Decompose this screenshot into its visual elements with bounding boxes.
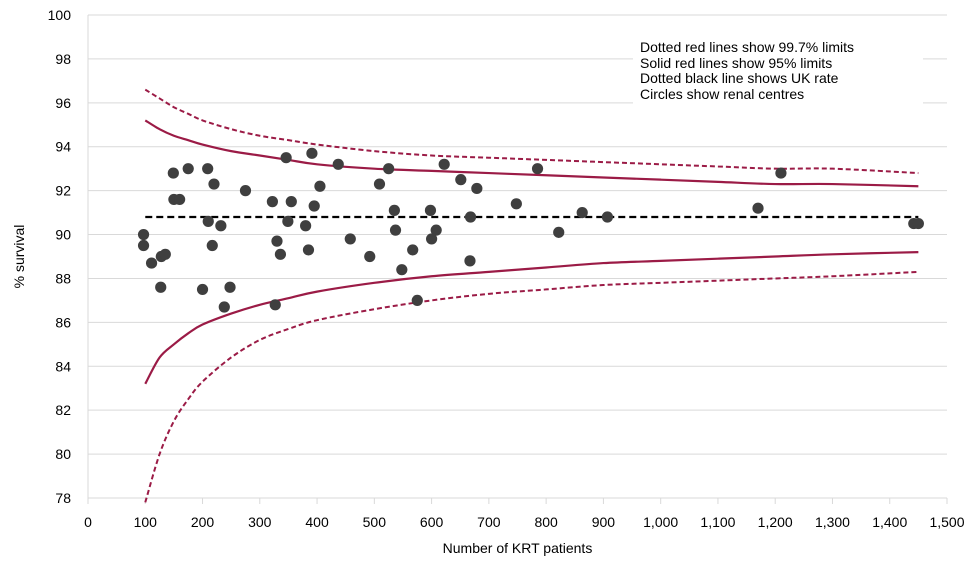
- renal-centre-point: [531, 163, 544, 175]
- y-tick-label: 78: [55, 490, 71, 506]
- renal-centre-point: [239, 185, 252, 197]
- renal-centre-point: [285, 196, 297, 208]
- y-tick-label: 98: [55, 51, 71, 67]
- y-tick-label: 84: [55, 358, 71, 374]
- legend-99-7-limits: Dotted red lines show 99.7% limits: [640, 39, 854, 55]
- renal-centre-point: [306, 147, 318, 159]
- x-tick-label: 500: [363, 514, 387, 530]
- renal-centre-point: [202, 215, 214, 227]
- renal-centre-point: [411, 294, 423, 307]
- renal-centre-point: [396, 264, 408, 276]
- renal-centre-point: [218, 301, 230, 313]
- x-tick-label: 0: [84, 514, 92, 530]
- renal-centre-point: [912, 217, 924, 230]
- renal-centre-point: [274, 248, 287, 260]
- y-axis-title: % survival: [11, 225, 27, 289]
- renal-centre-point: [775, 167, 787, 179]
- upper-99-7-limit-line: [144, 88, 919, 175]
- renal-centre-point: [314, 180, 326, 192]
- renal-centre-point: [271, 235, 283, 247]
- renal-centre-point: [464, 255, 476, 267]
- x-tick-label: 1,000: [643, 514, 678, 530]
- renal-centre-point: [269, 299, 281, 311]
- axes: 78 80 82 84 86 88 90 92 94 96 98 100 0 100 200 300 400 50…: [48, 7, 965, 530]
- renal-centre-point: [455, 174, 467, 186]
- renal-centre-point: [215, 220, 227, 232]
- renal-centre-point: [426, 233, 438, 245]
- renal-centre-point: [407, 244, 419, 256]
- renal-centre-point: [300, 220, 312, 232]
- x-tick-label: 900: [592, 514, 616, 530]
- y-tick-label: 94: [55, 139, 71, 155]
- x-tick-label: 1,300: [815, 514, 850, 530]
- x-tick-label: 1,500: [929, 514, 964, 530]
- legend-95-limits: Solid red lines show 95% limits: [640, 54, 833, 71]
- renal-centre-point: [280, 152, 292, 164]
- renal-centre-point: [344, 233, 356, 245]
- x-tick-label: 700: [477, 514, 501, 530]
- x-tick-label: 600: [420, 514, 444, 530]
- renal-centre-point: [282, 215, 294, 227]
- renal-centre-point: [424, 204, 437, 216]
- x-tick-label: 200: [191, 514, 215, 530]
- lower-95-limit-line: [144, 251, 919, 385]
- lower-99-7-limit-line: [144, 270, 919, 503]
- renal-centre-point: [302, 244, 315, 256]
- renal-centre-point: [430, 224, 442, 236]
- y-tick-label: 86: [55, 314, 71, 330]
- renal-centre-point: [224, 281, 236, 293]
- x-tick-label: 1,100: [700, 514, 735, 530]
- y-tick-label: 92: [55, 183, 71, 199]
- renal-centre-point: [208, 178, 220, 190]
- renal-centre-point: [159, 248, 171, 260]
- renal-centre-point: [553, 226, 565, 238]
- renal-centre-point: [388, 204, 400, 216]
- renal-centre-point: [364, 250, 376, 263]
- renal-centre-points: [137, 147, 924, 313]
- renal-centre-point: [576, 206, 588, 219]
- y-tick-label: 82: [55, 402, 71, 418]
- renal-centre-point: [155, 281, 167, 293]
- renal-centre-point: [752, 202, 764, 214]
- renal-centre-point: [174, 193, 186, 206]
- renal-centre-point: [389, 224, 402, 236]
- y-tick-label: 96: [55, 95, 71, 111]
- x-tick-label: 1,400: [872, 514, 907, 530]
- renal-centre-point: [601, 211, 614, 223]
- x-tick-label: 800: [534, 514, 558, 530]
- legend-renal-centres: Circles show renal centres: [640, 85, 805, 102]
- limit-curves: [144, 88, 919, 503]
- y-tick-label: 90: [55, 227, 71, 243]
- renal-centre-point: [196, 283, 209, 296]
- renal-centre-point: [206, 239, 218, 252]
- renal-centre-point: [266, 196, 278, 208]
- x-tick-label: 1,200: [758, 514, 793, 530]
- renal-centre-point: [202, 163, 214, 175]
- renal-centre-point: [167, 167, 179, 179]
- y-tick-label: 88: [55, 270, 71, 286]
- legend-uk-rate: Dotted black line shows UK rate: [640, 70, 839, 86]
- renal-centre-point: [383, 163, 395, 175]
- y-tick-label: 80: [55, 446, 71, 462]
- renal-centre-point: [145, 257, 158, 269]
- renal-centre-point: [137, 228, 150, 241]
- x-tick-label: 300: [248, 514, 272, 530]
- x-axis-title: Number of KRT patients: [443, 540, 593, 556]
- renal-centre-point: [373, 178, 386, 190]
- renal-centre-point: [510, 198, 522, 210]
- renal-centre-point: [438, 158, 450, 170]
- upper-95-limit-line: [144, 119, 919, 188]
- legend-note: Dotted red lines show 99.7% limits Solid…: [633, 37, 923, 117]
- renal-centre-point: [471, 182, 483, 195]
- renal-centre-point: [182, 163, 194, 175]
- renal-centre-point: [137, 239, 150, 252]
- x-tick-label: 100: [134, 514, 158, 530]
- renal-centre-point: [332, 158, 344, 170]
- x-tick-label: 400: [305, 514, 329, 530]
- renal-centre-point: [464, 211, 477, 223]
- renal-centre-point: [308, 200, 320, 212]
- y-tick-label: 100: [48, 7, 72, 23]
